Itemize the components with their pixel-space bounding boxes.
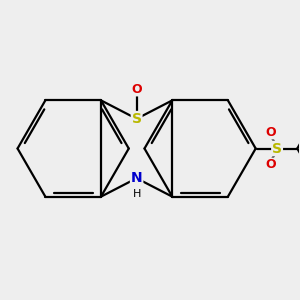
Text: O: O (265, 126, 276, 139)
Text: O: O (265, 158, 276, 171)
Text: H: H (132, 189, 141, 199)
Text: N: N (131, 171, 142, 185)
Text: O: O (131, 82, 142, 96)
Text: S: S (132, 112, 142, 126)
Text: S: S (272, 142, 282, 155)
